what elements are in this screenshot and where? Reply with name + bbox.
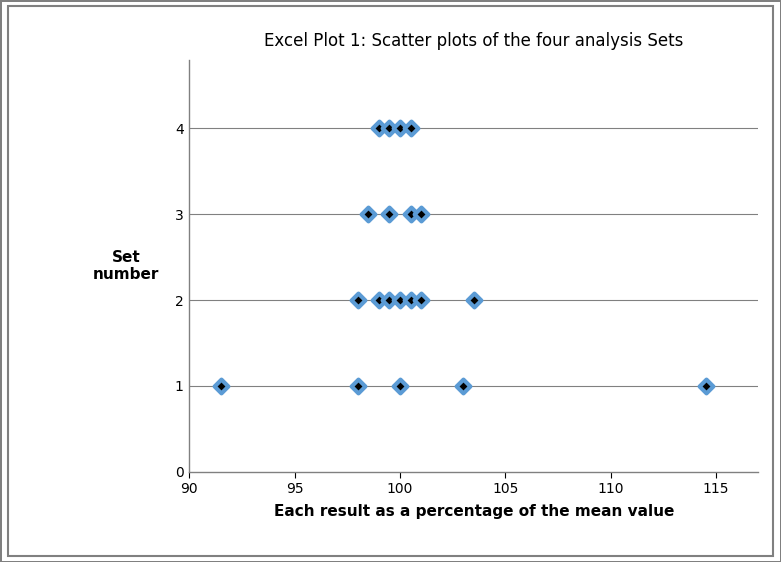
Point (383, 296, 396, 305)
Y-axis label: Set
number: Set number (93, 250, 159, 282)
Point (468, 296, 480, 305)
Point (373, 296, 385, 305)
Point (457, 382, 469, 391)
Point (373, 124, 385, 133)
Point (383, 124, 396, 133)
Point (383, 210, 396, 219)
Point (415, 296, 427, 305)
Point (351, 296, 364, 305)
Point (351, 382, 364, 391)
Point (405, 124, 417, 133)
Point (415, 210, 427, 219)
Point (699, 382, 711, 391)
Point (394, 296, 406, 305)
Point (394, 124, 406, 133)
Point (215, 382, 227, 391)
X-axis label: Each result as a percentage of the mean value: Each result as a percentage of the mean … (273, 504, 674, 519)
Point (405, 296, 417, 305)
Point (405, 210, 417, 219)
Title: Excel Plot 1: Scatter plots of the four analysis Sets: Excel Plot 1: Scatter plots of the four … (264, 32, 683, 50)
Point (394, 382, 406, 391)
Point (362, 210, 375, 219)
